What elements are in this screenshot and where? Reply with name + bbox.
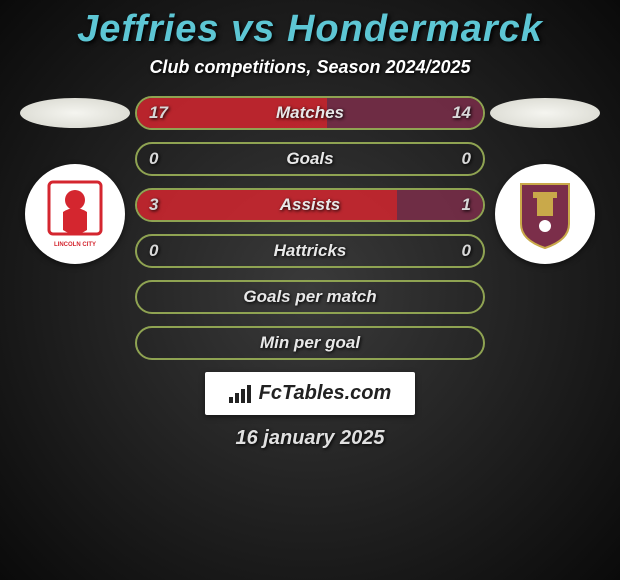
stat-label: Matches xyxy=(276,103,344,123)
stat-label: Hattricks xyxy=(274,241,347,261)
stat-label: Goals per match xyxy=(243,287,376,307)
stat-label: Goals xyxy=(286,149,333,169)
stat-row: 3 Assists 1 xyxy=(135,188,485,222)
stat-label: Assists xyxy=(280,195,340,215)
stat-value-left: 0 xyxy=(149,149,158,169)
northampton-crest-icon xyxy=(513,176,577,252)
date-label: 16 january 2025 xyxy=(236,427,385,450)
stat-label: Min per goal xyxy=(260,333,360,353)
stat-value-left: 3 xyxy=(149,195,158,215)
bars-icon xyxy=(229,385,253,403)
stat-row: 0 Goals 0 xyxy=(135,142,485,176)
brand-watermark: FcTables.com xyxy=(205,372,416,415)
svg-text:LINCOLN CITY: LINCOLN CITY xyxy=(54,242,96,248)
right-player-face xyxy=(490,98,600,128)
right-club-badge xyxy=(495,164,595,264)
page-title: Jeffries vs Hondermarck xyxy=(77,8,543,51)
left-player-face xyxy=(20,98,130,128)
subtitle: Club competitions, Season 2024/2025 xyxy=(149,57,470,78)
stat-fill-left xyxy=(137,190,397,220)
left-club-badge: LINCOLN CITY xyxy=(25,164,125,264)
stat-row: 17 Matches 14 xyxy=(135,96,485,130)
stat-row: Goals per match xyxy=(135,280,485,314)
stats-list: 17 Matches 14 0 Goals 0 3 Assists 1 0 Hattricks 0 Go… xyxy=(135,96,485,360)
stat-row: 0 Hattricks 0 xyxy=(135,234,485,268)
left-player-column: LINCOLN CITY xyxy=(15,96,135,264)
stat-value-right: 1 xyxy=(462,195,471,215)
brand-label: FcTables.com xyxy=(259,382,392,405)
lincoln-city-crest-icon: LINCOLN CITY xyxy=(43,176,107,252)
stat-value-right: 0 xyxy=(462,241,471,261)
stat-value-right: 14 xyxy=(452,103,471,123)
right-player-column xyxy=(485,96,605,264)
stat-value-left: 0 xyxy=(149,241,158,261)
stat-value-left: 17 xyxy=(149,103,168,123)
comparison-area: LINCOLN CITY 17Matches140Goals03Assists1… xyxy=(0,96,620,360)
stat-row: Min per goal xyxy=(135,326,485,360)
stat-value-right: 0 xyxy=(462,149,471,169)
